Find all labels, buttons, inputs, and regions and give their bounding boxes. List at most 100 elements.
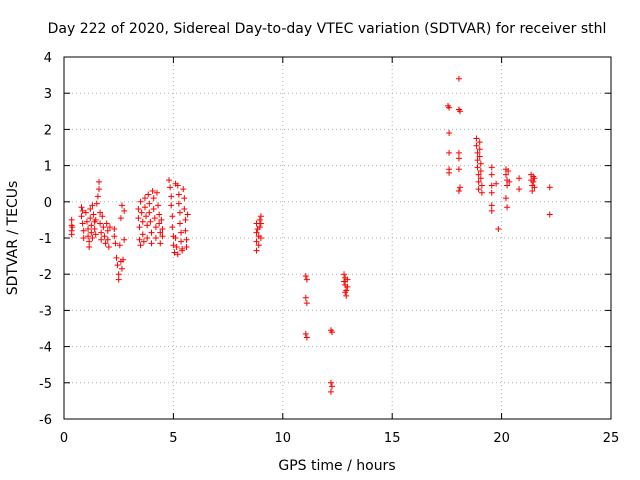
data-point: [143, 213, 150, 220]
data-point: [478, 182, 485, 189]
data-point: [341, 271, 348, 278]
data-point: [506, 178, 513, 185]
data-point: [157, 240, 164, 247]
data-point: [92, 231, 99, 238]
data-point: [86, 238, 93, 245]
y-tick-label: -4: [39, 341, 52, 356]
data-point: [87, 215, 94, 222]
data-point: [101, 233, 108, 240]
data-point: [173, 244, 180, 251]
data-point: [531, 184, 538, 191]
data-point: [89, 202, 96, 209]
data-point: [168, 193, 175, 200]
data-point: [253, 229, 260, 236]
data-point: [344, 276, 351, 283]
data-point: [474, 164, 481, 171]
data-point: [144, 235, 151, 241]
data-point: [446, 149, 453, 156]
data-point: [149, 187, 156, 194]
data-point: [136, 224, 143, 231]
data-point: [139, 231, 146, 238]
data-point: [175, 191, 182, 198]
data-point: [183, 244, 190, 251]
y-tick-labels: -6 -5 -4 -3 -2 -1 0 1 2 3 4: [39, 51, 52, 428]
y-tick-label: 1: [44, 160, 52, 175]
data-point: [146, 209, 153, 216]
data-point: [341, 278, 348, 285]
data-point: [502, 171, 509, 178]
x-axis-label: GPS time / hours: [278, 458, 395, 474]
data-point: [530, 178, 537, 185]
data-point: [114, 262, 121, 269]
data-point: [106, 224, 113, 231]
data-point: [475, 171, 482, 178]
data-point: [97, 209, 104, 216]
data-point: [91, 225, 98, 232]
data-point: [153, 189, 160, 196]
data-point: [137, 242, 144, 249]
data-point: [257, 220, 264, 227]
data-point: [170, 242, 177, 249]
data-point: [150, 195, 157, 202]
data-point: [86, 244, 93, 251]
data-point: [98, 236, 105, 243]
data-point: [115, 276, 122, 283]
data-point: [92, 216, 99, 223]
data-point: [69, 224, 76, 231]
data-point: [169, 224, 176, 231]
y-tick-label: 4: [44, 51, 52, 66]
data-point: [79, 207, 86, 214]
data-point: [116, 242, 123, 249]
data-point: [105, 244, 112, 251]
x-tick-label: 25: [603, 431, 620, 446]
data-point: [112, 240, 119, 247]
data-point: [474, 157, 481, 164]
data-point: [455, 187, 462, 194]
data-point: [158, 216, 165, 223]
data-point: [455, 155, 462, 162]
data-point: [257, 213, 264, 220]
data-point: [135, 215, 142, 222]
data-point: [446, 169, 453, 176]
data-point: [141, 195, 148, 202]
data-point: [136, 236, 143, 243]
data-point: [117, 215, 124, 222]
data-point: [502, 195, 509, 202]
data-point: [141, 204, 148, 211]
data-point: [329, 383, 336, 390]
data-point: [475, 186, 482, 193]
data-point: [303, 334, 310, 341]
x-tick-label: 5: [169, 431, 177, 446]
data-point: [329, 329, 336, 336]
data-point: [88, 229, 95, 236]
data-point: [504, 204, 511, 211]
data-point: [148, 229, 155, 236]
data-point: [488, 202, 495, 209]
data-point: [488, 189, 495, 196]
data-point: [104, 236, 111, 243]
y-tick-label: -6: [39, 413, 52, 428]
x-tick-label: 15: [384, 431, 401, 446]
data-point: [446, 130, 453, 137]
data-point: [495, 225, 502, 232]
data-point: [159, 225, 166, 232]
data-point: [88, 222, 95, 229]
data-point: [504, 182, 511, 189]
data-point: [446, 104, 453, 111]
data-point: [176, 220, 183, 227]
data-point: [138, 209, 145, 216]
y-tick-label: 0: [44, 196, 52, 211]
data-point: [344, 283, 351, 290]
data-point: [156, 211, 163, 218]
data-point: [477, 175, 484, 182]
data-point: [83, 218, 90, 225]
data-point: [488, 207, 495, 214]
data-point: [183, 236, 190, 243]
data-point: [473, 135, 480, 142]
data-point: [156, 220, 163, 227]
data-point: [477, 160, 484, 167]
data-point: [531, 175, 538, 182]
data-point: [121, 236, 128, 243]
y-tick-label: -1: [39, 232, 52, 247]
data-point: [303, 276, 310, 283]
